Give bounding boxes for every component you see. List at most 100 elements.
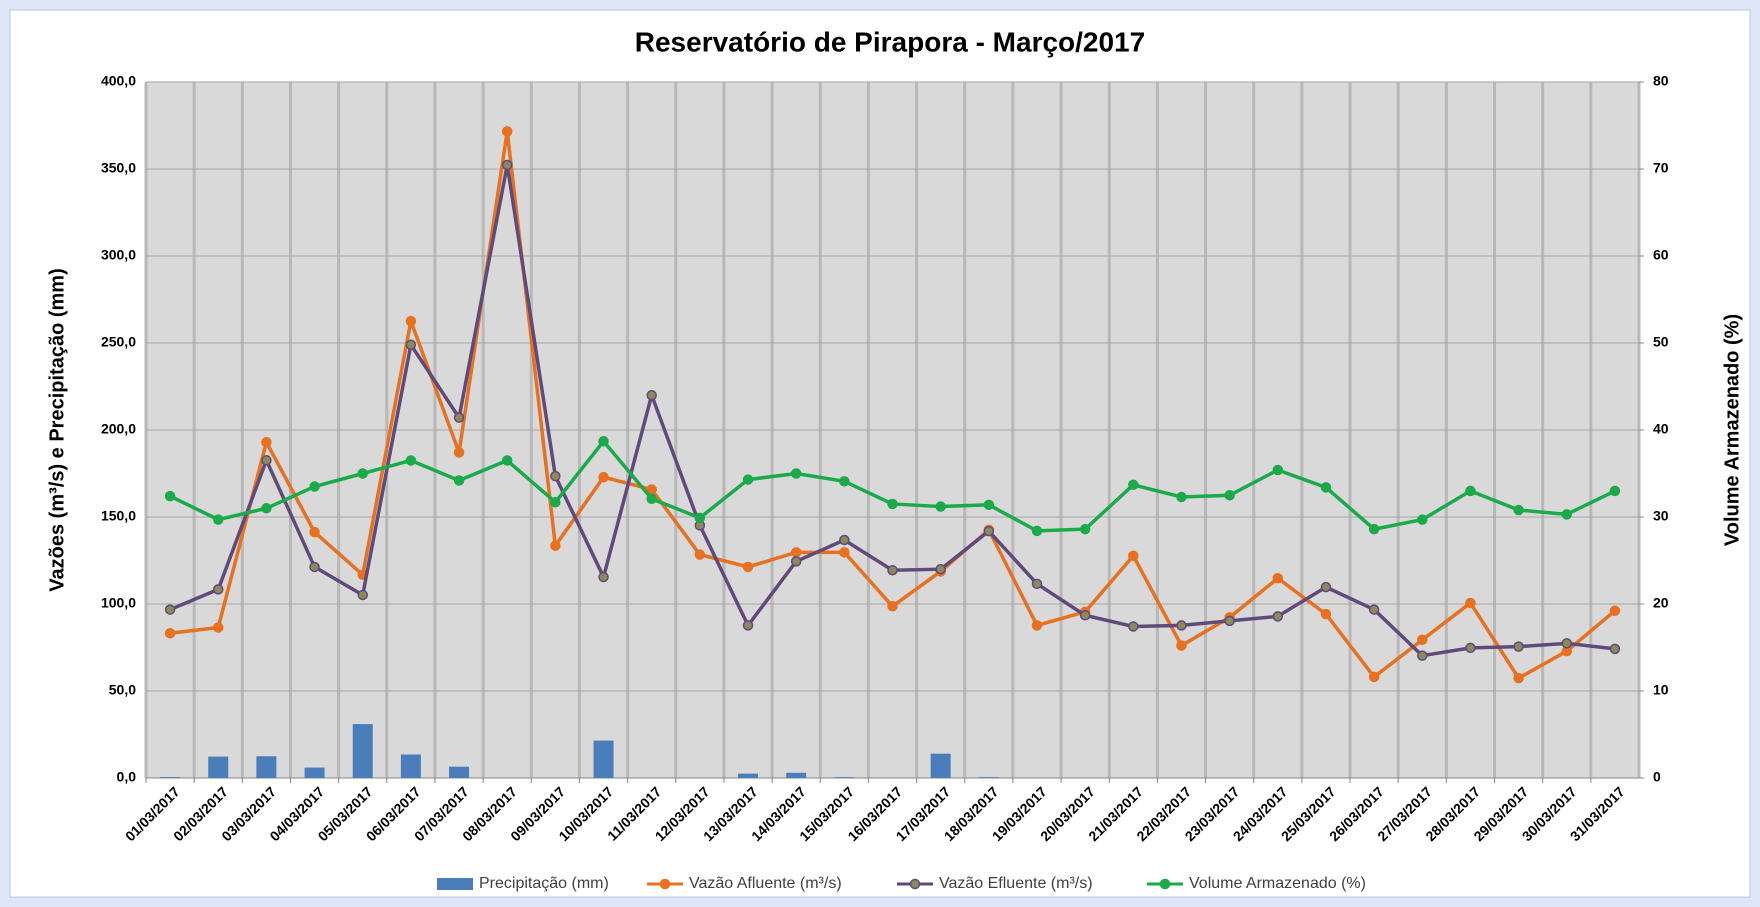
legend-label: Volume Armazenado (%) bbox=[1189, 875, 1366, 892]
marker bbox=[839, 547, 850, 558]
marker bbox=[1561, 638, 1573, 649]
y2-tick-label: 10 bbox=[1653, 682, 1669, 698]
marker bbox=[1320, 482, 1332, 493]
marker bbox=[1368, 604, 1380, 615]
marker bbox=[550, 540, 561, 551]
marker bbox=[1513, 672, 1524, 684]
legend-swatch-marker bbox=[659, 878, 671, 890]
marker bbox=[550, 496, 561, 508]
bar bbox=[738, 773, 759, 778]
marker bbox=[501, 126, 513, 137]
bar bbox=[930, 753, 951, 778]
marker bbox=[598, 436, 609, 447]
bar bbox=[978, 777, 999, 778]
marker bbox=[839, 534, 850, 546]
marker bbox=[453, 475, 465, 486]
marker bbox=[164, 490, 176, 502]
marker bbox=[1609, 605, 1621, 617]
legend-swatch bbox=[437, 878, 473, 890]
marker bbox=[790, 547, 802, 558]
marker bbox=[1272, 464, 1284, 476]
marker bbox=[405, 315, 417, 327]
bar bbox=[256, 756, 277, 778]
y2-tick-label: 40 bbox=[1653, 421, 1669, 437]
y-tick-label: 350,0 bbox=[101, 160, 136, 176]
marker bbox=[1465, 485, 1476, 497]
marker bbox=[598, 471, 609, 483]
marker bbox=[212, 514, 224, 525]
y2-tick-label: 60 bbox=[1653, 247, 1669, 263]
y-axis-label: Vazões (m³/s) e Precipitação (mm) bbox=[46, 268, 68, 591]
chart-title: Reservatório de Pirapora - Março/2017 bbox=[635, 26, 1145, 57]
marker bbox=[1368, 523, 1380, 535]
marker bbox=[887, 498, 898, 510]
marker bbox=[357, 468, 368, 479]
marker bbox=[1128, 479, 1139, 491]
bar bbox=[160, 777, 181, 778]
y-tick-label: 0,0 bbox=[117, 769, 137, 785]
marker bbox=[164, 627, 176, 639]
marker bbox=[1609, 643, 1621, 655]
y-tick-label: 300,0 bbox=[101, 247, 136, 263]
marker bbox=[261, 436, 272, 448]
y-tick-label: 50,0 bbox=[109, 682, 136, 698]
marker bbox=[261, 503, 272, 514]
marker bbox=[887, 601, 898, 612]
marker bbox=[742, 561, 754, 573]
marker bbox=[1272, 572, 1284, 584]
bar bbox=[304, 767, 325, 778]
marker bbox=[742, 474, 754, 485]
marker bbox=[1128, 550, 1139, 562]
marker bbox=[694, 549, 706, 560]
marker bbox=[1368, 671, 1380, 683]
marker bbox=[212, 584, 224, 595]
bar bbox=[834, 777, 855, 778]
marker bbox=[790, 468, 802, 479]
y-tick-label: 250,0 bbox=[101, 334, 136, 350]
marker bbox=[1224, 490, 1235, 501]
marker bbox=[983, 525, 995, 537]
marker bbox=[1465, 597, 1476, 609]
marker bbox=[1417, 650, 1428, 661]
marker bbox=[983, 499, 995, 511]
marker bbox=[309, 481, 320, 492]
marker bbox=[453, 412, 465, 423]
marker bbox=[1031, 525, 1043, 537]
y-tick-label: 100,0 bbox=[101, 595, 136, 611]
y2-tick-label: 20 bbox=[1653, 595, 1669, 611]
marker bbox=[1031, 620, 1043, 631]
marker bbox=[261, 455, 272, 466]
marker bbox=[598, 571, 609, 583]
marker bbox=[935, 501, 946, 512]
y-tick-label: 200,0 bbox=[101, 421, 136, 437]
legend-swatch-marker bbox=[909, 878, 921, 890]
marker bbox=[646, 493, 657, 504]
marker bbox=[357, 589, 368, 601]
marker bbox=[405, 339, 417, 350]
marker bbox=[887, 564, 898, 576]
marker bbox=[1513, 504, 1524, 516]
marker bbox=[1176, 640, 1187, 651]
marker bbox=[501, 455, 513, 466]
marker bbox=[1609, 485, 1621, 497]
marker bbox=[501, 159, 513, 171]
y2-tick-label: 30 bbox=[1653, 508, 1669, 524]
bar bbox=[208, 756, 229, 778]
y2-tick-label: 0 bbox=[1653, 769, 1661, 785]
marker bbox=[1224, 615, 1235, 627]
marker bbox=[550, 470, 561, 482]
legend-label: Precipitação (mm) bbox=[479, 875, 609, 892]
marker bbox=[1320, 581, 1332, 593]
marker bbox=[1417, 514, 1428, 525]
marker bbox=[1561, 509, 1573, 520]
marker bbox=[1128, 621, 1139, 632]
marker bbox=[1176, 620, 1187, 631]
marker bbox=[405, 455, 417, 466]
legend-label: Vazão Afluente (m³/s) bbox=[689, 875, 842, 892]
marker bbox=[1031, 578, 1043, 590]
bar bbox=[352, 724, 373, 778]
legend-label: Vazão Efluente (m³/s) bbox=[939, 875, 1093, 892]
marker bbox=[839, 476, 850, 487]
bar bbox=[400, 754, 421, 778]
